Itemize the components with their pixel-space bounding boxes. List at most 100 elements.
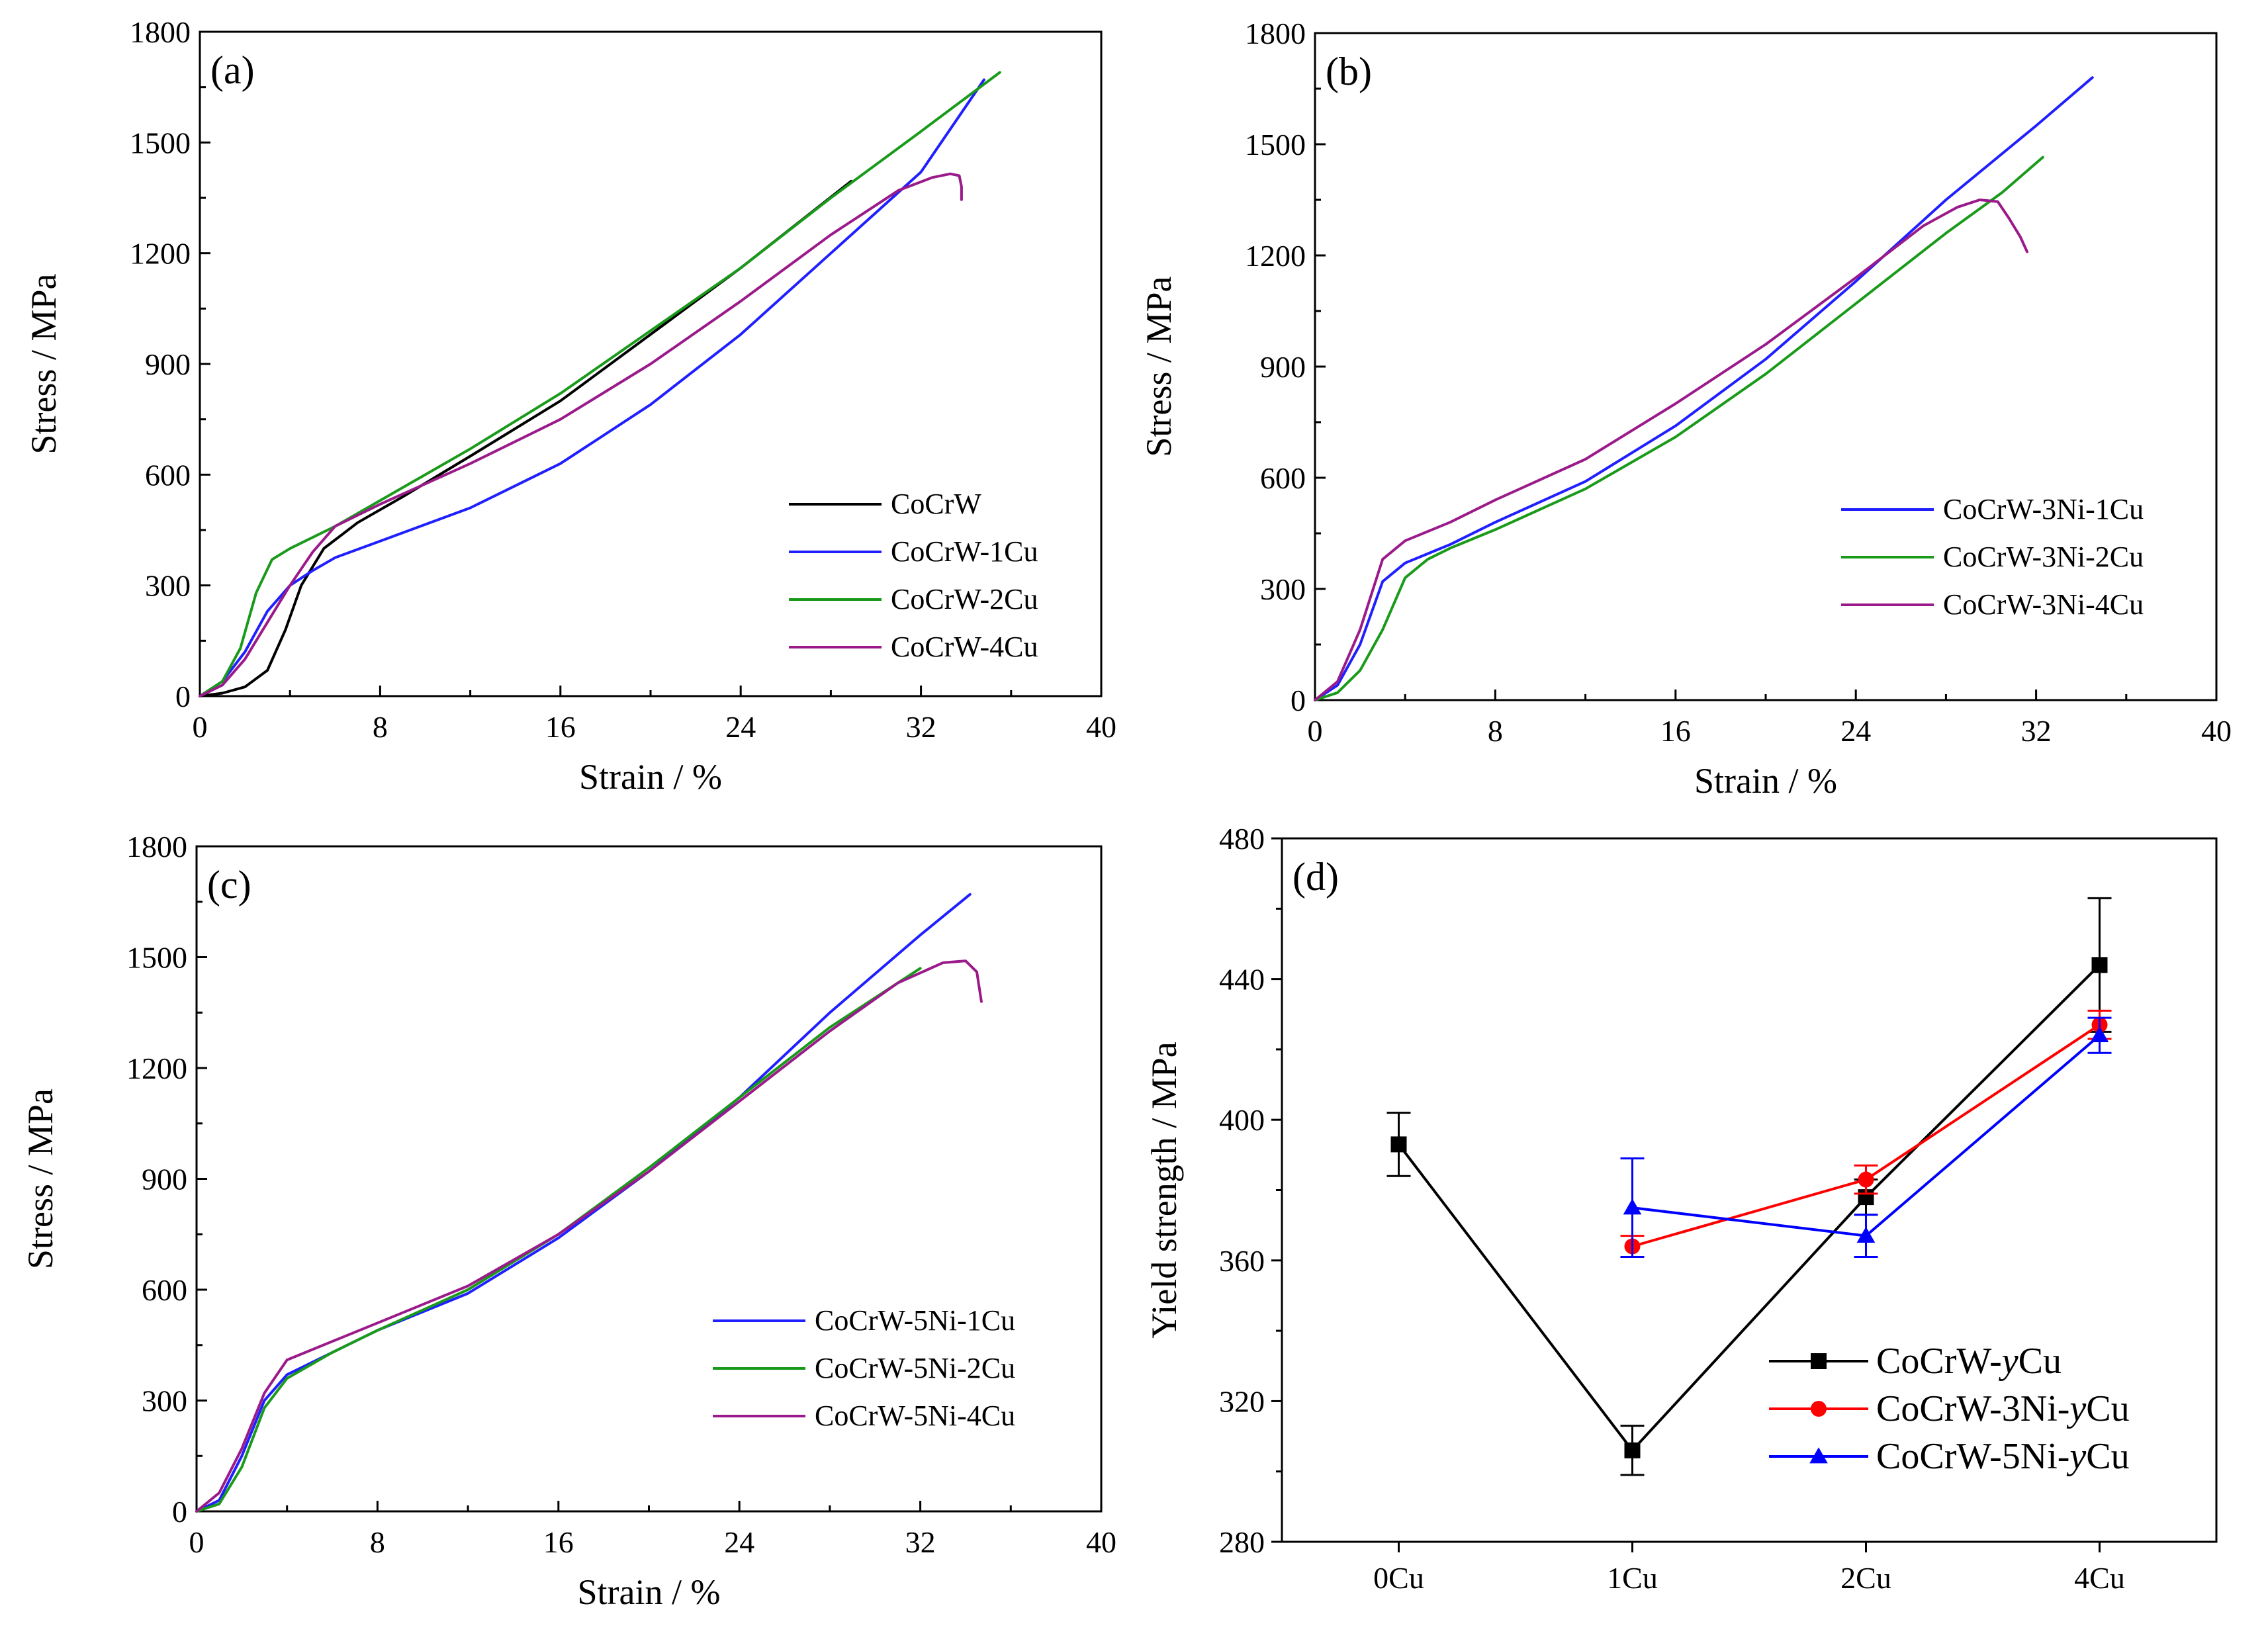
legend-entry-label: CoCrW-3Ni-2Cu — [1943, 541, 2144, 573]
x-axis-title: Strain / % — [578, 1572, 721, 1612]
series-line-CoCrW-3Ni-2Cu — [1314, 156, 2044, 701]
y-axis-title: Stress / MPa — [21, 1089, 60, 1269]
panel-c: 0 8 16 24 32 40 0 300 600 900 1200 1500 1800 Strain /… — [21, 830, 1116, 1612]
y-tick-label: 900 — [142, 1163, 187, 1196]
legend-label-suffix: Cu — [2086, 1388, 2129, 1429]
panel-label: (b) — [1326, 50, 1372, 93]
x-tick-label: 32 — [905, 1525, 936, 1559]
x-tick-label: 40 — [1086, 1525, 1116, 1559]
y-tick-label: 1800 — [126, 830, 187, 864]
data-point-CoCrW-3Ni-yCu — [1858, 1171, 1874, 1188]
series-line-CoCrW-5Ni-4Cu — [195, 959, 983, 1513]
y-tick-label: 1200 — [1245, 239, 1306, 273]
series-line-CoCrW-1Cu — [199, 78, 985, 697]
legend-entry-label: CoCrW-3Ni-yCu — [1876, 1388, 2130, 1429]
x-tick-label: 16 — [543, 1525, 574, 1559]
series-line-CoCrW-4Cu — [199, 172, 963, 697]
x-tick-label: 8 — [370, 1525, 385, 1559]
legend-entry-label: CoCrW-4Cu — [891, 631, 1038, 663]
data-point-CoCrW-yCu — [1390, 1136, 1407, 1153]
y-tick-label: 600 — [145, 458, 191, 492]
y-tick-label: 600 — [142, 1273, 187, 1307]
legend-marker — [1809, 1447, 1828, 1464]
y-tick-label: 300 — [142, 1384, 187, 1418]
panel-a: 0 8 16 24 32 40 0 300 600 900 1200 1500 1800 Strain /… — [24, 15, 1116, 797]
x-tick-label: 24 — [725, 710, 756, 744]
x-tick-label: 8 — [1488, 714, 1503, 748]
y-tick-label: 1500 — [126, 941, 187, 975]
legend-entry-label: CoCrW — [891, 488, 981, 520]
data-point-CoCrW-yCu — [2091, 957, 2108, 973]
x-tick-label: 0 — [189, 1525, 204, 1559]
y-tick-label: 300 — [145, 569, 191, 603]
data-point-CoCrW-5Ni-yCu — [1623, 1198, 1642, 1215]
legend-label-italic: y — [1999, 1341, 2019, 1382]
series-line-CoCrW-5Ni-2Cu — [195, 967, 922, 1513]
y-tick-label: 0 — [175, 680, 191, 713]
y-tick-label: 600 — [1260, 461, 1306, 495]
x-tick-label: 40 — [2201, 714, 2232, 748]
series-line-CoCrW-5Ni-1Cu — [195, 893, 972, 1513]
series-line-CoCrW-yCu — [1397, 963, 2101, 1452]
y-axis-title: Stress / MPa — [1139, 276, 1179, 457]
x-tick-label: 8 — [373, 710, 388, 744]
legend-label-italic: y — [2066, 1388, 2086, 1429]
data-point-CoCrW-5Ni-yCu — [2090, 1026, 2109, 1042]
panel-d: 0Cu 1Cu 2Cu 4Cu 280 320 360 400 440 480 Yield stre… — [1144, 822, 2218, 1595]
y-tick-label: 1200 — [126, 1051, 187, 1085]
y-tick-label: 280 — [1219, 1525, 1265, 1559]
legend-entry-label: CoCrW-3Ni-4Cu — [1943, 588, 2144, 621]
x-tick-label: 0Cu — [1373, 1561, 1424, 1595]
panel-label: (a) — [210, 48, 255, 92]
series-line-CoCrW-3Ni-1Cu — [1314, 76, 2094, 701]
legend-marker — [1811, 1353, 1827, 1369]
y-tick-label: 320 — [1219, 1384, 1265, 1418]
series-line-CoCrW-3Ni-4Cu — [1314, 199, 2028, 701]
legend-entry-label: CoCrW-2Cu — [891, 583, 1038, 615]
panel-label: (d) — [1293, 855, 1339, 899]
y-tick-label: 440 — [1219, 963, 1265, 997]
x-tick-label: 0 — [1308, 714, 1323, 748]
legend-entry-label: CoCrW-3Ni-1Cu — [1943, 493, 2144, 525]
y-tick-label: 1500 — [130, 126, 191, 159]
x-tick-label: 24 — [724, 1525, 754, 1559]
x-tick-label: 16 — [1660, 714, 1691, 748]
x-tick-label: 16 — [545, 710, 576, 744]
legend-entry-label: CoCrW-5Ni-yCu — [1876, 1436, 2130, 1477]
y-tick-label: 360 — [1219, 1244, 1265, 1278]
legend-label-prefix: CoCrW-5Ni- — [1876, 1436, 2069, 1477]
legend-label-suffix: Cu — [2086, 1436, 2129, 1477]
y-tick-label: 0 — [172, 1495, 187, 1529]
legend-marker — [1811, 1401, 1827, 1417]
x-tick-label: 32 — [906, 710, 936, 744]
data-point-CoCrW-5Ni-yCu — [1856, 1226, 1876, 1243]
x-tick-label: 24 — [1840, 714, 1871, 748]
y-tick-label: 1200 — [130, 237, 191, 271]
y-tick-label: 1500 — [1245, 128, 1306, 161]
legend-entry-label: CoCrW-5Ni-1Cu — [815, 1304, 1015, 1337]
y-tick-label: 900 — [1260, 350, 1306, 384]
x-tick-label: 1Cu — [1607, 1561, 1658, 1595]
panel-b: 0 8 16 24 32 40 0 300 600 900 1200 1500 1800 Strain /… — [1139, 17, 2232, 801]
legend-entry-label: CoCrW-5Ni-2Cu — [815, 1352, 1015, 1384]
y-axis-title: Stress / MPa — [24, 273, 64, 454]
legend-entry-label: CoCrW-yCu — [1876, 1341, 2062, 1382]
legend-label-prefix: CoCrW- — [1876, 1341, 2002, 1382]
x-axis-title: Strain / % — [1694, 761, 1837, 801]
x-tick-label: 0 — [193, 710, 208, 744]
x-tick-label: 40 — [1086, 710, 1116, 744]
legend-entry-label: CoCrW-5Ni-4Cu — [815, 1400, 1015, 1432]
y-tick-label: 900 — [145, 347, 191, 381]
legend-entry-label: CoCrW-1Cu — [891, 535, 1038, 568]
x-tick-label: 4Cu — [2074, 1561, 2125, 1595]
y-tick-label: 1800 — [1245, 17, 1306, 50]
series-line-CoCrW — [199, 179, 852, 697]
y-tick-label: 400 — [1219, 1103, 1265, 1137]
y-axis-title: Yield strength / MPa — [1144, 1042, 1184, 1339]
y-tick-label: 480 — [1219, 822, 1265, 856]
panel-label: (c) — [207, 863, 251, 907]
y-tick-label: 0 — [1291, 684, 1306, 717]
y-tick-label: 1800 — [130, 15, 191, 49]
x-axis-title: Strain / % — [579, 757, 722, 797]
